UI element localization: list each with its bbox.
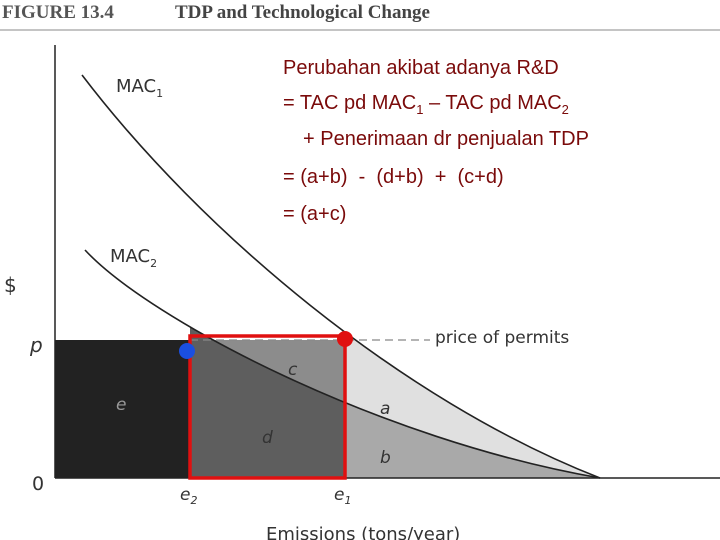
note-line: = (a+c)	[283, 203, 346, 225]
price-label: p	[29, 333, 43, 357]
mac2-point	[179, 343, 195, 359]
region-e-label: e	[116, 395, 126, 415]
mac1-label: MAC1	[116, 76, 163, 100]
note-line: = TAC pd MAC1 – TAC pd MAC2	[283, 92, 569, 117]
region-d	[190, 326, 345, 478]
mac2-label: MAC2	[110, 246, 157, 270]
note-line: Perubahan akibat adanya R&D	[283, 57, 559, 79]
mac1-curve	[81, 74, 601, 479]
region-b-label: b	[380, 448, 391, 468]
y-axis-label: $	[4, 273, 17, 297]
note-line: = (a+b) - (d+b) + (c+d)	[283, 166, 504, 188]
mac2-curve	[84, 249, 601, 479]
highlight-box	[188, 334, 347, 480]
region-a-label: a	[380, 399, 390, 419]
region-c-label: c	[288, 360, 298, 380]
mac1-point	[337, 331, 353, 347]
e1-label: e1	[334, 485, 351, 507]
figure-title: TDP and Technological Change	[175, 2, 430, 23]
e2-label: e2	[180, 485, 197, 507]
region-b	[345, 402, 600, 478]
region-e	[55, 340, 190, 478]
note-line: + Penerimaan dr penjualan TDP	[303, 128, 589, 150]
origin-label: 0	[32, 473, 44, 495]
price-line-label: price of permits	[435, 328, 569, 348]
region-d-label: d	[262, 428, 273, 448]
figure-number: FIGURE 13.4	[2, 2, 114, 23]
x-axis-label: Emissions (tons/year)	[266, 524, 460, 540]
